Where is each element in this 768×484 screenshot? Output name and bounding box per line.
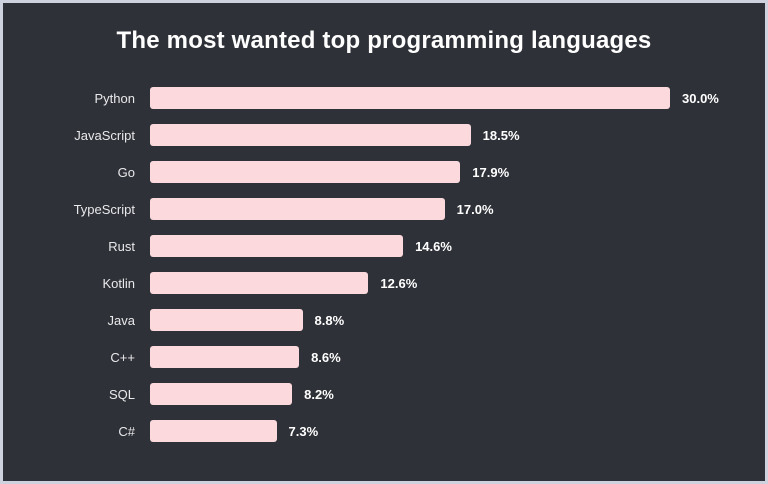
value-label: 8.2%: [304, 386, 334, 402]
bar: [150, 198, 445, 220]
bar: [150, 383, 293, 405]
bar: [150, 124, 471, 146]
chart-row: Go 17.9%: [3, 161, 765, 183]
bar: [150, 161, 461, 183]
bar: [150, 309, 303, 331]
bar: [150, 420, 277, 442]
chart-row: Rust 14.6%: [3, 235, 765, 257]
category-label: SQL: [108, 386, 135, 402]
category-label: Rust: [108, 238, 135, 254]
chart-row: JavaScript 18.5%: [3, 124, 765, 146]
category-label: Java: [107, 312, 135, 328]
category-label: Go: [117, 164, 135, 180]
bar: [150, 272, 369, 294]
value-label: 30.0%: [682, 90, 719, 106]
value-label: 8.6%: [311, 349, 341, 365]
bar: [150, 87, 670, 109]
value-label: 18.5%: [482, 127, 520, 143]
category-label: C++: [110, 349, 135, 365]
value-label: 7.3%: [288, 423, 319, 439]
value-label: 8.8%: [314, 312, 345, 328]
chart-row: Kotlin 12.6%: [3, 272, 765, 294]
bar-chart: Python 30.0% JavaScript 18.5% Go 17.9% TypeScr…: [3, 87, 765, 442]
chart-row: C++ 8.6%: [3, 346, 765, 368]
chart-row: TypeScript 17.0%: [3, 198, 765, 220]
category-label: Kotlin: [102, 275, 135, 291]
value-label: 14.6%: [415, 238, 452, 254]
bar: [150, 346, 300, 368]
value-label: 12.6%: [380, 275, 418, 291]
category-label: TypeScript: [73, 201, 135, 217]
chart-title: The most wanted top programming language…: [116, 27, 652, 54]
category-label: JavaScript: [74, 127, 135, 143]
value-label: 17.9%: [472, 164, 510, 180]
category-label: C#: [118, 423, 135, 439]
category-label: Python: [94, 90, 135, 106]
chart-row: SQL 8.2%: [3, 383, 765, 405]
chart-row: C# 7.3%: [3, 420, 765, 442]
chart-row: Python 30.0%: [3, 87, 765, 109]
chart-row: Java 8.8%: [3, 309, 765, 331]
bar: [150, 235, 404, 257]
value-label: 17.0%: [456, 201, 494, 217]
